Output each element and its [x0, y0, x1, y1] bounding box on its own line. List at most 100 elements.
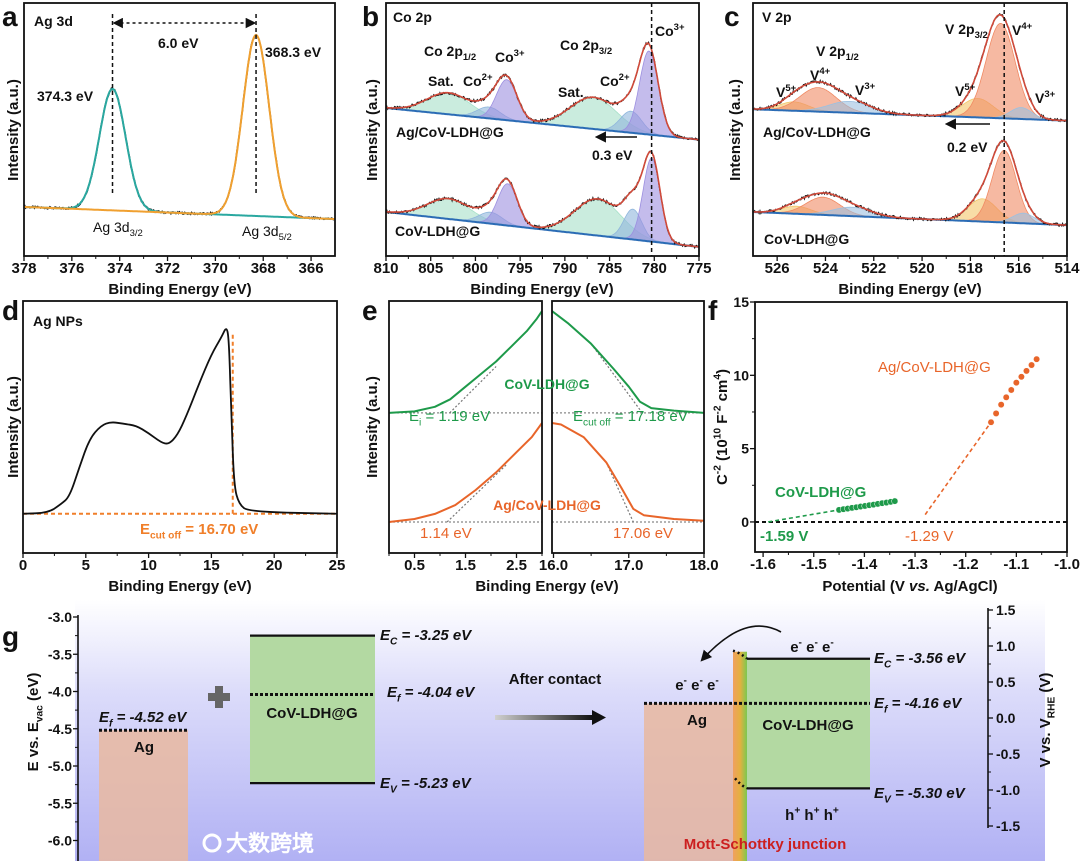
y-tick-label: -6.0 [48, 833, 72, 849]
text-part: E [99, 709, 110, 726]
fit-line-Ag3d32 [23, 88, 336, 221]
text-part: e [790, 639, 798, 656]
x-tick-label: -1.2 [953, 556, 979, 573]
valence-band-line [388, 422, 543, 523]
peak-label: V4+ [1012, 21, 1033, 38]
intercept-label: -1.59 V [760, 528, 808, 545]
text-part: 1/2 [463, 52, 476, 63]
ev-label: EV = -5.30 eV [874, 785, 967, 806]
text-part: cut off [150, 531, 182, 542]
text-part: (eV) [25, 673, 42, 706]
text-part: 3+ [1044, 89, 1055, 100]
x-tick-label: 520 [910, 260, 935, 277]
cov-block [250, 635, 375, 784]
ag-block-contact [644, 703, 733, 861]
text-part: RHE [1047, 697, 1058, 719]
panel-f: -1.6 -1.5 -1.4 -1.3 -1.2 -1.1 -1.0 0 5 10 15 Ag/CoV… [713, 294, 1080, 595]
plot-frame [754, 301, 1068, 553]
y-tick-label: 5 [741, 441, 749, 457]
potential-axis-label: V vs. VRHE (V) [1037, 673, 1058, 768]
text-part: -2 [713, 465, 724, 474]
text-part: - [814, 638, 817, 649]
series-label: CoV-LDH@G [775, 484, 866, 501]
panel-letter: c [724, 1, 740, 32]
text-part: 5+ [964, 82, 975, 93]
y-axis-label: Intensity (a.u.) [364, 376, 381, 478]
peak-label: Co3+ [655, 22, 685, 39]
x-tick-label: 805 [418, 260, 443, 277]
x-tick-label: 800 [463, 260, 488, 277]
after-contact-label: After contact [509, 671, 602, 688]
ec-label: EC = -3.25 eV [380, 627, 473, 648]
text-part: E [874, 695, 885, 712]
watermark: 大数跨境 [226, 831, 314, 856]
after-contact-arrow [495, 715, 593, 720]
y-axis-label: Intensity (a.u.) [364, 79, 381, 181]
y-tick-label: 15 [733, 294, 749, 310]
x-tick-label: -1.1 [1003, 556, 1029, 573]
fit-line-Ag3d52 [23, 34, 336, 221]
text-part: 2+ [482, 72, 493, 83]
x-tick-label: 16.0 [539, 557, 568, 574]
y-tick-label: 1.5 [996, 602, 1016, 618]
peak-label: 374.3 eV [37, 88, 94, 104]
envelope-fit-line [386, 42, 700, 141]
mott-schottky-fit-line [768, 509, 840, 523]
envelope-fit-line [753, 139, 1067, 226]
text-part: E [380, 775, 391, 792]
ec-label: EC = -3.56 eV [874, 650, 967, 671]
data-point [1033, 355, 1041, 363]
x-tick-label: 0.5 [404, 557, 425, 574]
raw-data-line [23, 34, 335, 221]
data-point [1028, 361, 1035, 369]
junction-label: Mott-Schottky junction [684, 836, 846, 853]
text-part: E [573, 408, 583, 425]
text-part: h [800, 807, 813, 824]
y-tick-label: -3.5 [48, 646, 72, 662]
x-tick-label: -1.3 [902, 556, 928, 573]
x-tick-label: 775 [686, 260, 711, 277]
text-part: 5+ [785, 83, 796, 94]
text-part: - [684, 676, 687, 687]
ag-fermi-label: Ef = -4.52 eV [99, 709, 188, 730]
x-tick-label: 0 [19, 557, 27, 574]
x-tick-label: 15 [203, 557, 220, 574]
x-tick-label: -1.5 [801, 556, 827, 573]
peak-label: 0.2 eV [947, 139, 988, 155]
panel-letter: d [2, 295, 19, 326]
onset-label: Ei = 1.19 eV [409, 408, 490, 429]
splitting-label: 6.0 eV [158, 35, 199, 51]
text-part: V [955, 83, 965, 99]
x-tick-label: 780 [642, 260, 667, 277]
panel-g: -3.0 -3.5 -4.0 -4.5 -5.0 -5.5 -6.0 E vs. Evac (… [25, 600, 1058, 861]
text-part: 4+ [1021, 21, 1032, 32]
data-point [997, 401, 1005, 409]
text-part: 3+ [864, 81, 875, 92]
text-part: = -3.25 eV [397, 627, 473, 644]
cutoff-extrapolation [605, 462, 634, 523]
ag-label: Ag [687, 712, 707, 729]
text-part: ) [714, 369, 731, 374]
peak-label: Co2+ [463, 72, 493, 89]
text-part: V [1035, 90, 1045, 106]
secondary-cutoff-line [551, 422, 705, 522]
ag-block [99, 730, 188, 861]
text-part: 3+ [514, 48, 525, 59]
y-tick-label: -3.0 [48, 609, 72, 625]
panel-letter: e [362, 295, 378, 326]
x-axis-label: Binding Energy (eV) [470, 281, 613, 298]
text-part: -2 [713, 405, 724, 414]
text-part: Ag/AgCl) [930, 578, 998, 595]
secondary-cutoff-line [551, 310, 705, 414]
text-part: e [703, 677, 716, 694]
text-part: Co [463, 73, 482, 89]
y-tick-label: 0.0 [996, 710, 1016, 726]
x-tick-label: -1.6 [750, 556, 776, 573]
energy-axis-label: E vs. Evac (eV) [25, 673, 46, 772]
peak-label: V 2p3/2 [945, 21, 988, 41]
x-tick-label: 368 [251, 260, 276, 277]
background-line [385, 211, 700, 248]
plot-frame [23, 2, 336, 257]
